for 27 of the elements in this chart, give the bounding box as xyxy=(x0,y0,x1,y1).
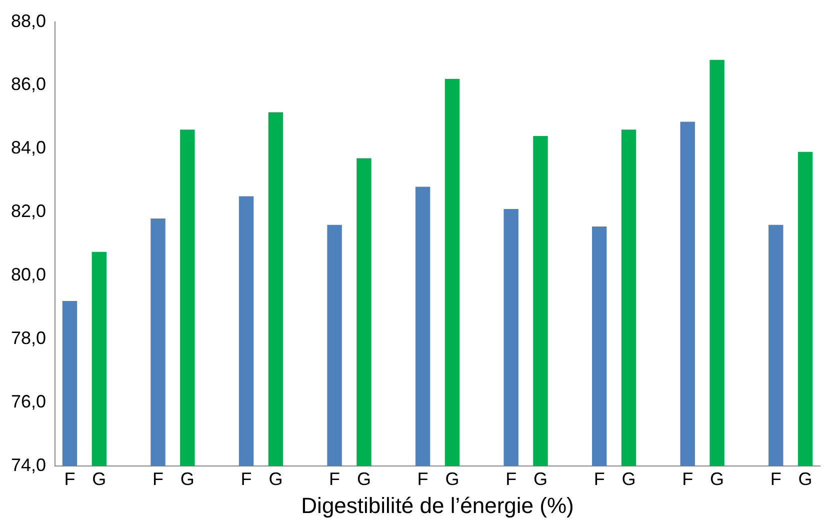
x-axis-title: Digestibilité de l’énergie (%) xyxy=(301,492,574,518)
x-tick-label: F xyxy=(240,468,252,489)
x-tick-label: F xyxy=(152,468,164,489)
x-tick-label: F xyxy=(682,468,694,489)
x-tick-label: G xyxy=(533,468,548,489)
x-tick-label: G xyxy=(268,468,283,489)
x-tick-label: G xyxy=(92,468,106,489)
y-tick-label: 84,0 xyxy=(10,138,46,158)
x-tick-label: F xyxy=(329,468,340,489)
x-tick-label: G xyxy=(710,468,724,489)
x-tick-label: G xyxy=(356,468,371,489)
y-tick-label: 74,0 xyxy=(10,454,46,475)
x-tick-label: F xyxy=(506,468,517,489)
y-tick-label: 76,0 xyxy=(10,392,46,412)
x-tick-label: F xyxy=(64,468,76,489)
x-tick-label: G xyxy=(180,468,194,489)
x-tick-label: G xyxy=(445,468,460,489)
y-tick-label: 80,0 xyxy=(10,264,46,285)
x-tick-label: G xyxy=(622,468,636,489)
x-tick-label: F xyxy=(594,468,605,489)
y-tick-label: 78,0 xyxy=(10,328,46,348)
y-tick-label: 88,0 xyxy=(10,10,46,31)
x-tick-label: F xyxy=(770,468,782,489)
x-tick-label: F xyxy=(417,468,428,489)
y-tick-label: 86,0 xyxy=(10,74,46,94)
y-tick-label: 82,0 xyxy=(10,201,46,222)
x-tick-label: G xyxy=(798,468,812,489)
